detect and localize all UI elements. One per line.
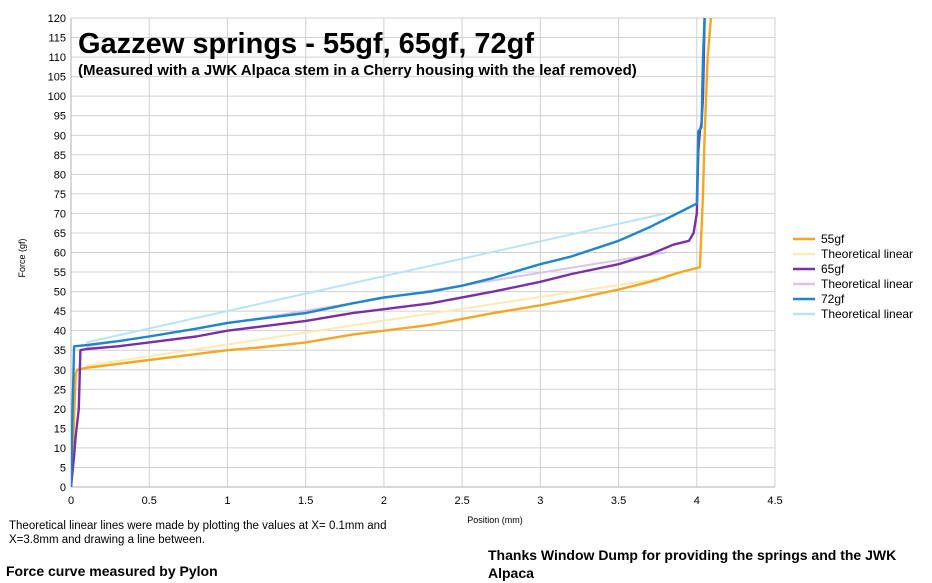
y-tick-label: 55 <box>54 267 66 279</box>
measurement-credit: Force curve measured by Pylon <box>6 563 218 579</box>
x-tick-label: 0.5 <box>142 495 157 507</box>
y-tick-label: 70 <box>54 208 66 220</box>
thanks-note: Thanks Window Dump for providing the spr… <box>488 547 897 581</box>
legend-label-1: Theoretical linear <box>821 247 913 261</box>
chart-title: Gazzew springs - 55gf, 65gf, 72gf <box>78 28 534 60</box>
y-tick-label: 80 <box>54 169 66 181</box>
x-tick-label: 0 <box>68 495 74 507</box>
y-tick-label: 65 <box>54 228 66 240</box>
y-tick-label: 60 <box>54 248 66 260</box>
axes: 0510152025303540455055606570758085909510… <box>48 13 783 507</box>
y-tick-label: 85 <box>54 150 66 162</box>
x-tick-label: 1.5 <box>298 495 313 507</box>
legend-label-5: Theoretical linear <box>821 307 913 321</box>
y-tick-label: 20 <box>54 404 66 416</box>
series-line-0 <box>71 18 713 487</box>
y-tick-label: 50 <box>54 287 66 299</box>
chart-subtitle: (Measured with a JWK Alpaca stem in a Ch… <box>78 62 637 79</box>
y-tick-label: 120 <box>48 13 66 25</box>
y-tick-label: 25 <box>54 384 66 396</box>
y-tick-label: 115 <box>48 33 66 45</box>
x-tick-label: 3 <box>537 495 543 507</box>
y-tick-label: 95 <box>54 111 66 123</box>
x-tick-label: 2 <box>381 495 387 507</box>
y-tick-label: 30 <box>54 365 66 377</box>
y-tick-label: 5 <box>60 462 66 474</box>
x-tick-label: 4.5 <box>767 495 782 507</box>
y-tick-label: 110 <box>48 52 66 64</box>
y-axis-title: Force (gf) <box>17 238 27 277</box>
series-line-1 <box>85 276 667 367</box>
x-tick-label: 4 <box>694 495 700 507</box>
series-lines <box>71 18 713 487</box>
y-tick-label: 40 <box>54 326 66 338</box>
y-tick-label: 75 <box>54 189 66 201</box>
legend-label-3: Theoretical linear <box>821 277 913 291</box>
y-tick-label: 100 <box>48 91 66 103</box>
y-tick-label: 35 <box>54 345 66 357</box>
y-tick-label: 15 <box>54 423 66 435</box>
x-tick-label: 1 <box>224 495 230 507</box>
legend-label-4: 72gf <box>821 292 845 306</box>
grid-lines <box>70 17 776 488</box>
y-tick-label: 0 <box>60 482 66 494</box>
x-axis-title: Position (mm) <box>467 515 523 525</box>
series-line-5 <box>85 212 667 344</box>
y-tick-label: 45 <box>54 306 66 318</box>
x-tick-label: 3.5 <box>611 495 626 507</box>
series-line-4 <box>71 18 706 487</box>
x-tick-label: 2.5 <box>454 495 469 507</box>
y-tick-label: 90 <box>54 130 66 142</box>
legend-label-0: 55gf <box>821 232 845 246</box>
y-tick-label: 10 <box>54 443 66 455</box>
legend-label-2: 65gf <box>821 262 845 276</box>
theoretical-lines-note: Theoretical linear lines were made by pl… <box>9 520 387 546</box>
y-tick-label: 105 <box>48 72 66 84</box>
